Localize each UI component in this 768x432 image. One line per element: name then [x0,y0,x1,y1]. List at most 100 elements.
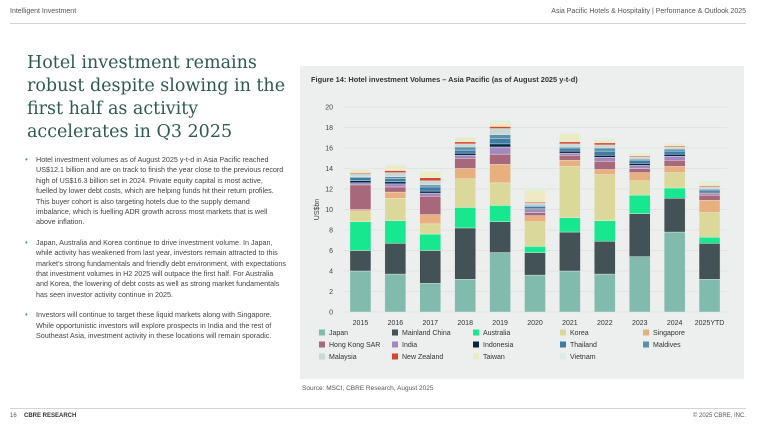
bar-segment [384,186,407,193]
legend-label: Korea [570,330,589,337]
bar-segment [454,149,476,154]
bar-segment [663,153,686,157]
bullet-item: • Investors will continue to target these… [24,310,286,341]
legend-swatch [560,341,566,348]
bar-segment [663,172,686,189]
bar-segment [454,141,476,145]
x-tick-label: 2021 [562,320,578,327]
legend-label: Maldives [653,342,681,349]
bar-segment [349,184,372,210]
bar-segment [349,270,372,313]
bar-segment [524,212,546,216]
stacked-bar-chart: 0 2 4 6 8 10 12 14 16 18 20 US$bn 2015 2016 2017 2018 20… [314,105,727,361]
bar-segment [489,138,511,145]
y-tick-label: 18 [325,125,333,132]
bar-segment [663,143,686,147]
y-tick-label: 2 [329,289,333,296]
bar-segment [559,160,581,167]
bar-segment [663,148,686,152]
bar-segment [594,144,616,149]
bar-segment [454,152,476,156]
bar-segment [419,195,441,215]
bar-segment [419,170,441,172]
legend-label: India [402,342,417,349]
bar-segment [454,146,476,151]
bar-segment [524,209,546,213]
bar-segment [594,154,616,158]
x-tick-label: 2016 [388,320,404,327]
bar-segment [384,170,407,173]
bar-segment [629,163,651,166]
y-tick-label: 4 [329,269,333,276]
bullet-list: • Hotel investment volumes as of August 2… [24,155,286,352]
bar-segment [419,190,441,194]
x-tick-label: 2017 [422,320,438,327]
legend-label: Malaysia [329,354,357,361]
bar-segment [559,217,581,233]
bar-segment [559,141,581,145]
bar-segment [559,231,581,272]
bar-segment [419,171,441,178]
bar-segment [384,164,407,166]
bar-segment [629,168,651,173]
bar-segment [524,221,546,247]
bar-segment [384,243,407,275]
bar-segment [384,220,407,244]
x-tick-label: 2018 [457,320,473,327]
x-tick-label: 2022 [597,320,613,327]
y-tick-label: 8 [329,228,333,235]
legend-label: Australia [483,330,510,337]
bar-segment [698,243,721,280]
bar-segment [698,200,721,213]
bar-segment [629,256,651,313]
legend-swatch [392,341,398,348]
header-section-label: Intelligent Investment [10,8,77,15]
bar-segment [454,227,476,280]
legend-swatch [473,353,479,360]
bar-segment [559,133,581,143]
bar-segment [454,154,476,159]
bar-segment [594,273,616,313]
y-tick-label: 0 [329,310,333,317]
bar-segment [559,152,581,156]
bar-segment [698,278,721,313]
bar-segment [384,178,407,183]
bar-segment [629,194,651,214]
bar-segment [524,246,546,253]
bar-segment [489,143,511,148]
bullet-item: • Hotel investment volumes as of August 2… [24,155,286,228]
bar-segment [454,137,476,143]
bar-segment [349,211,372,223]
bar-segment [663,146,686,150]
footer-brand: CBRE RESEARCH [24,413,77,419]
bar-segment [489,126,511,129]
bar-segment [349,209,372,212]
legend-swatch [560,353,566,360]
bar-segment [384,183,407,188]
bar-segment [698,189,721,193]
bar-segment [349,250,372,272]
bar-segment [663,198,686,233]
bar-segment [594,137,616,140]
bar-segment [349,221,372,251]
legend-label: Indonesia [483,342,513,349]
bar-segment [489,153,511,165]
bar-segment [698,194,721,201]
bar-segment [489,182,511,206]
bar-segment [594,241,616,275]
bar-segment [349,180,372,184]
bar-segment [663,150,686,155]
bar-segment [698,192,721,196]
bar-segment [524,274,546,313]
y-tick-label: 10 [325,207,333,214]
bar-segment [489,205,511,222]
bar-segment [559,270,581,313]
bar-segment [663,160,686,167]
bar-segment [419,180,441,186]
bar-segment [384,176,407,179]
bar-segment [698,182,721,187]
bar-segment [419,184,441,188]
bar-segment [594,157,616,162]
bar-segment [454,278,476,313]
bullet-text: Japan, Australia and Korea continue to d… [36,237,286,299]
